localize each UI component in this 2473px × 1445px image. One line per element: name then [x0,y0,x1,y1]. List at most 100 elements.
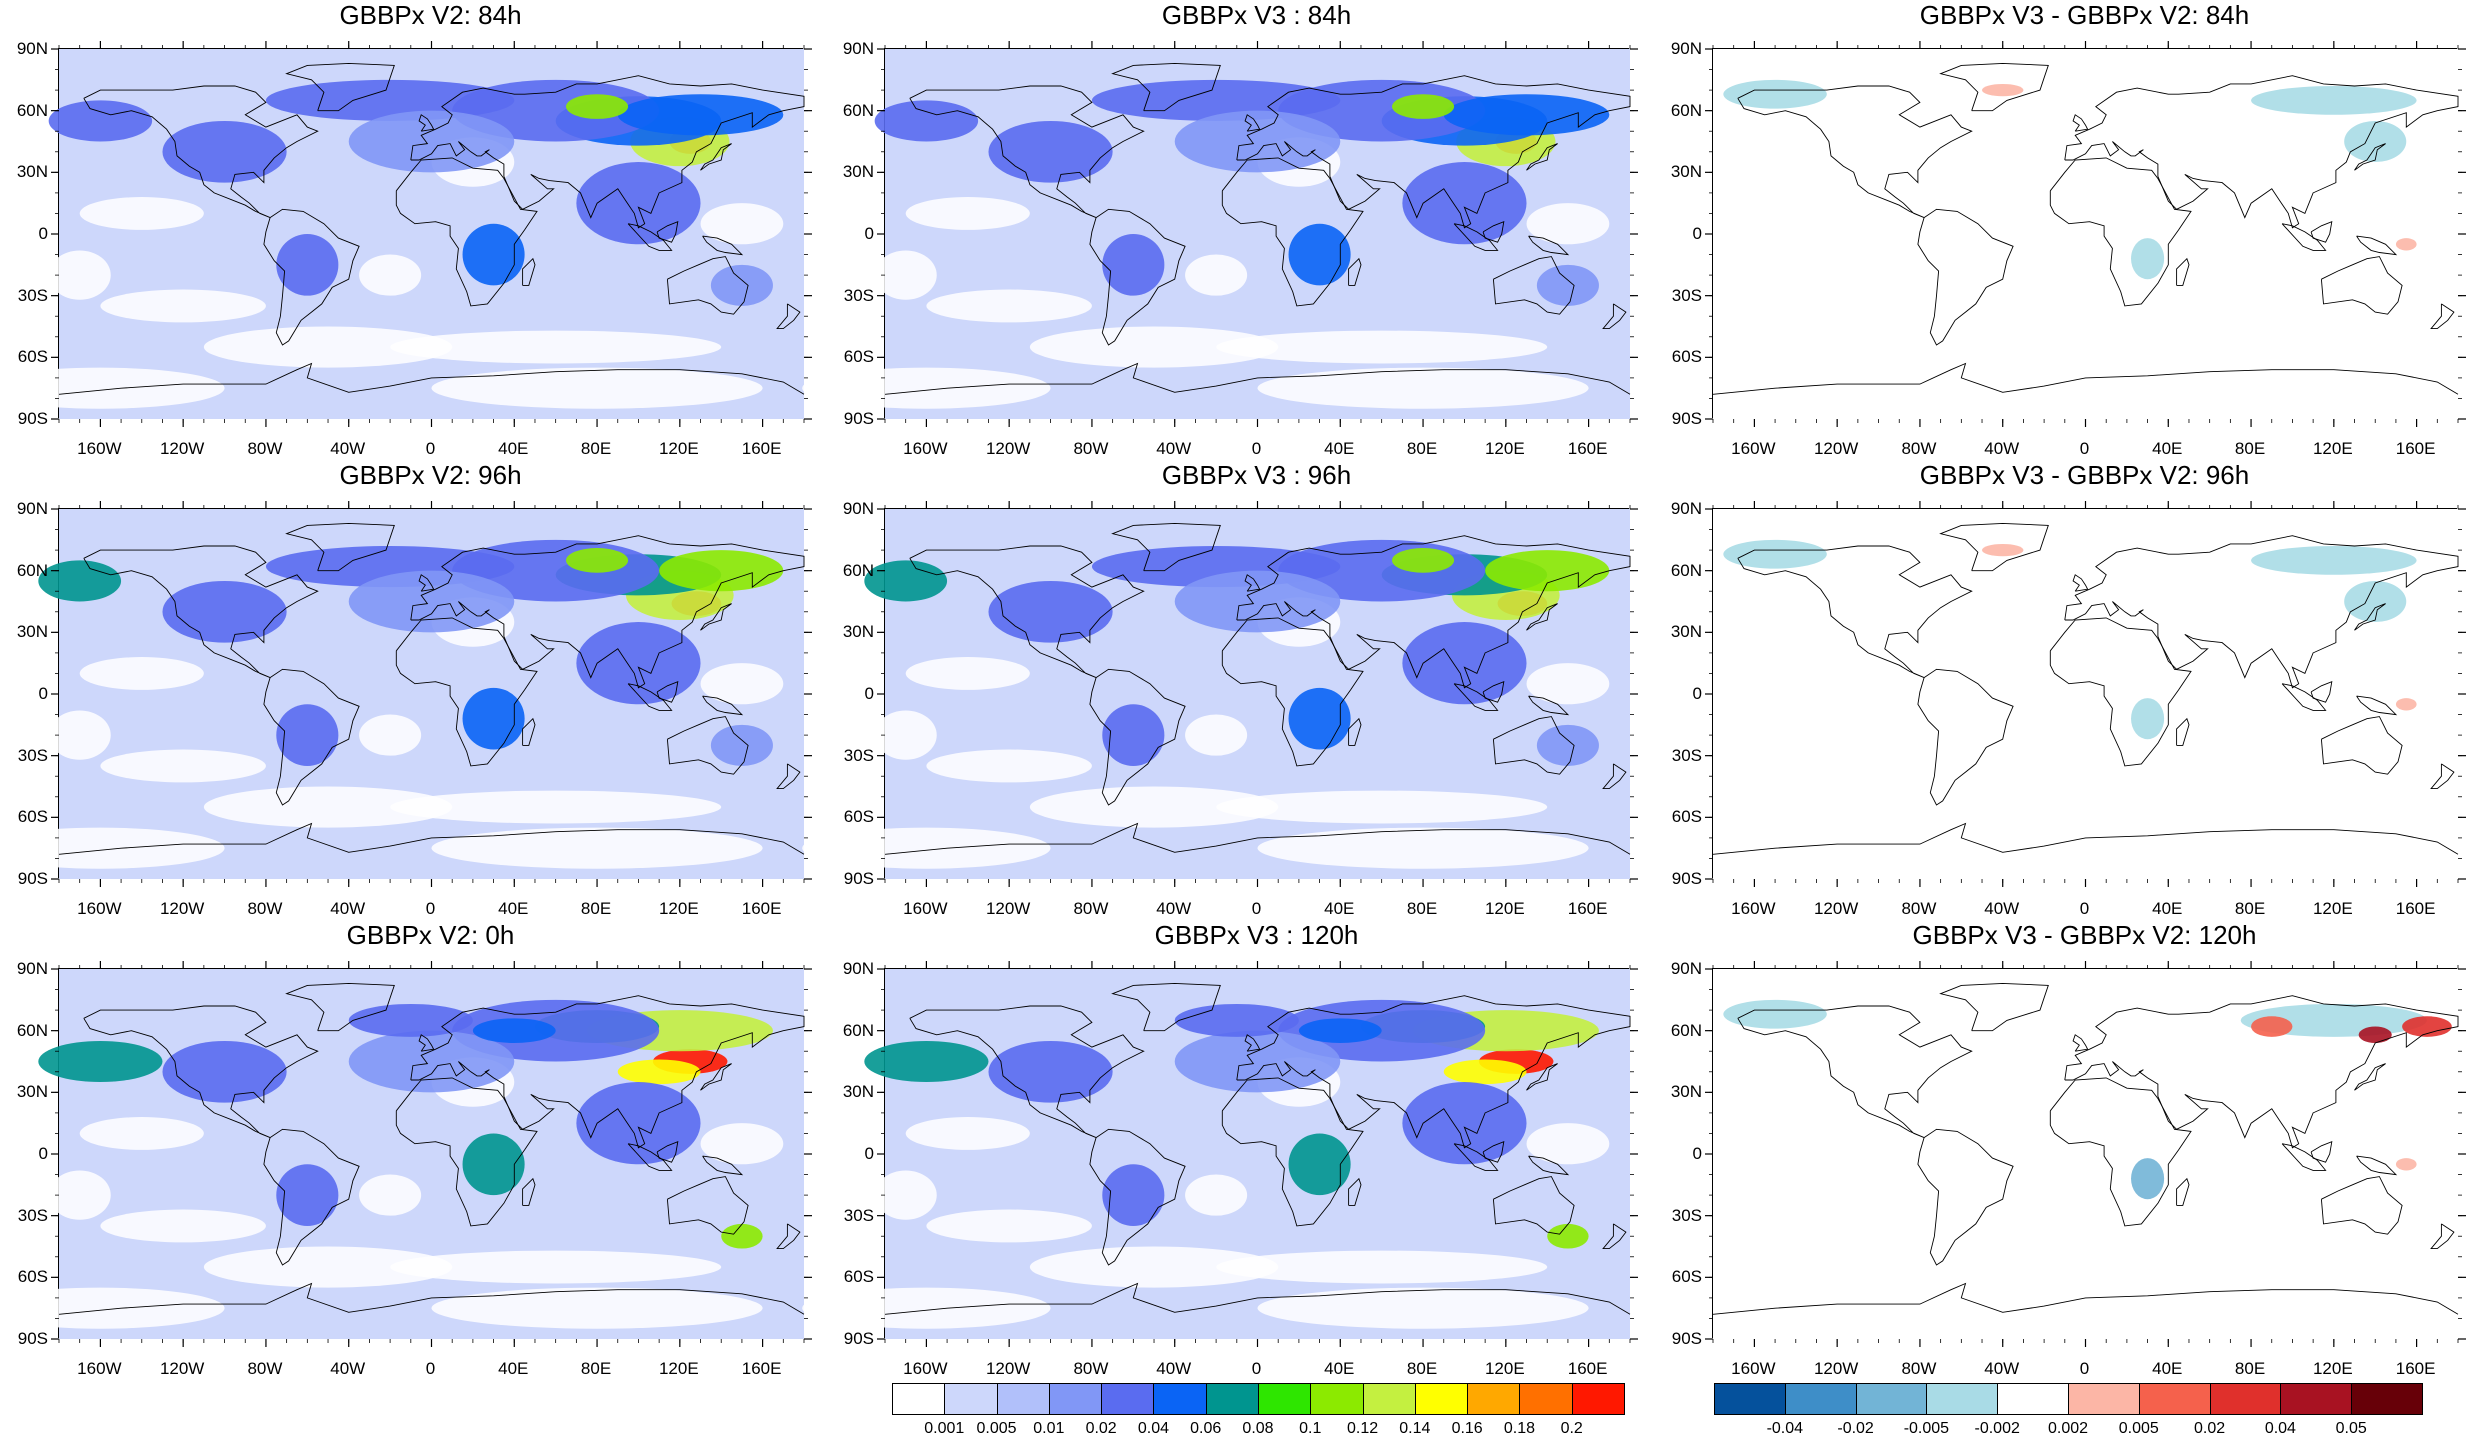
lon-tick-label: 80W [1073,439,1109,458]
coastline [1482,220,1505,243]
lon-tick-label: 120W [159,439,205,458]
coastline [1453,223,1499,251]
map-plot-area [802,501,1638,887]
concentration-region [617,1059,701,1085]
concentration-region [1174,570,1341,633]
lon-tick-label: 40W [330,439,366,458]
coastline [776,303,801,330]
colorbar-label: -0.04 [1766,1420,1804,1437]
lat-tick-label: 0 [38,1144,48,1163]
coastline [1939,62,2049,112]
coastline [700,143,732,171]
lat-tick-label: 60S [1671,807,1702,827]
lat-tick-label: 30S [1671,1205,1702,1225]
clean-air-region [905,1117,1030,1150]
coastline [2281,683,2327,711]
coastline [884,362,1631,395]
concentration-region [1485,550,1610,592]
lon-tick-label: 160E [1567,899,1608,918]
colorbar-swatch [2138,1383,2211,1415]
lon-tick-label: 0 [425,439,436,458]
lon-tick-label: 40W [1984,1359,2020,1378]
lon-tick-label: 120E [2312,439,2353,458]
lon-tick-label: 120W [985,439,1031,458]
clean-air-region [802,1287,1051,1329]
clean-air-region [1185,1174,1248,1216]
coastline [1712,1282,2459,1315]
coastline [2310,680,2333,703]
map-plot-area [0,501,812,887]
coastline [418,574,435,592]
lat-tick-label: 90S [843,409,874,428]
lat-tick-label: 90N [16,959,48,978]
coastline [702,235,744,256]
concentration-region [462,1133,525,1196]
lon-tick-label: 120E [658,439,699,458]
colorbar-label: 0.05 [2335,1420,2367,1437]
lat-tick-label: 30S [843,285,874,305]
concentration-region [276,704,339,766]
coastline [1602,1223,1627,1250]
clean-air-region [390,1250,722,1284]
coastline [656,1140,679,1163]
difference-anomaly [2251,86,2417,115]
colorbar-swatch [1101,1383,1155,1415]
lat-tick-label: 90S [17,409,48,428]
lon-tick-label: 80W [1073,899,1109,918]
panel-title: GBBPx V3 : 96h [1161,460,1352,490]
coastline [285,522,395,572]
coastline [1244,574,1261,592]
coastline [1244,1034,1261,1052]
lon-tick-label: 120W [985,899,1031,918]
colorbar-label: 0.08 [1242,1420,1274,1437]
map-panel: GBBPx V3 : 84h 90N 60N 30N 0 30S 60S 90S 160W 120… [802,2,1638,457]
clean-air-region [802,367,1051,409]
coastline [83,85,319,219]
clean-air-region [1185,714,1248,756]
clean-air-region [700,1123,784,1165]
coastline [1917,208,2014,346]
coastline [776,763,801,790]
clean-air-region [203,786,453,828]
colorbar-swatch [2209,1383,2282,1415]
concentration-region [48,100,153,142]
concentration-region [1443,94,1610,136]
lat-tick-label: 30N [16,1082,48,1102]
panel-title: GBBPx V2: 0h [346,920,515,950]
lon-tick-label: 160E [2395,1359,2436,1378]
difference-anomaly [1723,539,1827,569]
lon-tick-label: 160E [1567,1359,1608,1378]
map-canvas [0,501,812,887]
coastline [700,603,732,631]
map-plot-area [1705,961,2466,1347]
lon-tick-label: 160E [2395,439,2436,458]
coastline [2354,1063,2386,1091]
coastline [263,208,360,346]
lat-tick-label: 0 [38,684,48,703]
clean-air-region [905,657,1030,690]
colorbar-swatch [1467,1383,1521,1415]
colorbar-label: 0.01 [1033,1420,1065,1437]
lon-tick-label: 80E [1406,1359,1438,1378]
coastline [1482,680,1505,703]
lon-tick-label: 160W [77,1359,122,1378]
clean-air-region [700,663,784,705]
lat-tick-label: 0 [864,1144,874,1163]
colorbar-label: 0.04 [2264,1420,2296,1437]
difference-anomaly [2395,238,2417,251]
map-canvas [1705,961,2466,1347]
lat-tick-label: 90S [843,1329,874,1348]
concentration-region [1547,1223,1589,1249]
lat-tick-label: 60N [842,1020,874,1040]
lat-tick-label: 90S [1671,409,1702,428]
clean-air-region [874,710,937,760]
lat-tick-label: 30N [842,622,874,642]
concentration-region [864,560,948,602]
lat-tick-label: 0 [1692,224,1702,243]
clean-air-region [926,1209,1092,1243]
coastline [1712,362,2459,395]
lon-tick-label: 0 [2079,899,2090,918]
coastline [1236,535,1631,689]
colorbar-swatch [944,1383,998,1415]
concentration-region [38,1040,163,1083]
